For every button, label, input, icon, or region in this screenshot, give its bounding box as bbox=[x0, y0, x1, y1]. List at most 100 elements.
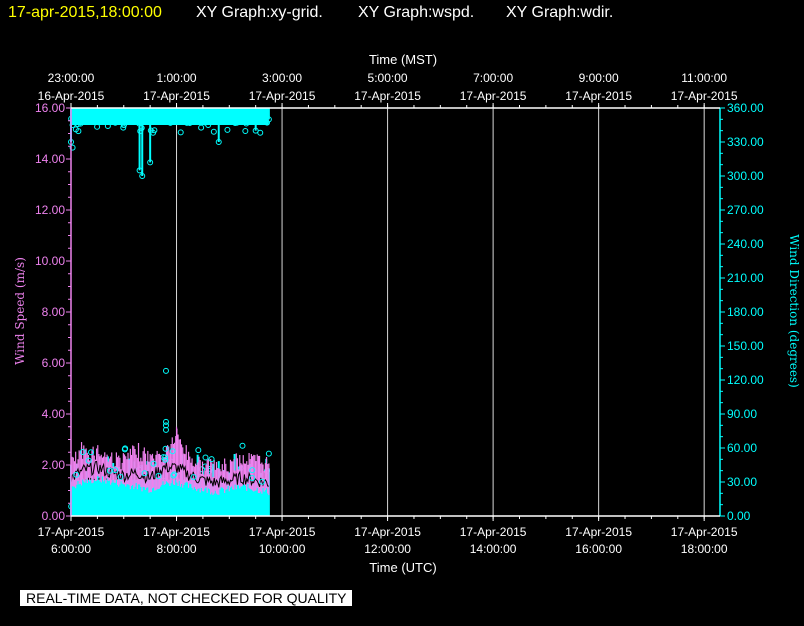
wdir-point bbox=[162, 456, 169, 463]
wdir-outlier bbox=[239, 442, 246, 449]
wdir-point bbox=[226, 112, 233, 119]
wdir-point bbox=[242, 114, 249, 121]
left-tick-label: 4.00 bbox=[42, 407, 66, 421]
bottom-tick-time: 14:00:00 bbox=[470, 542, 517, 556]
header-graph-wdir: XY Graph:wdir. bbox=[506, 4, 613, 21]
right-axis-title: Wind Direction (degrees) bbox=[787, 234, 801, 388]
wdir-point bbox=[107, 493, 114, 500]
wdir-point bbox=[146, 111, 153, 118]
wdir-outlier bbox=[162, 426, 169, 433]
wdir-point bbox=[157, 113, 164, 120]
left-tick-label: 14.00 bbox=[35, 152, 65, 166]
wdir-point bbox=[162, 114, 169, 121]
grid-lines bbox=[176, 108, 705, 516]
wdir-point bbox=[157, 492, 164, 499]
right-tick-label: 60.00 bbox=[727, 441, 757, 455]
wdir-point bbox=[194, 109, 201, 116]
wdir-point bbox=[89, 109, 96, 116]
wdir-point bbox=[184, 119, 191, 126]
wdir-point bbox=[177, 129, 184, 136]
wdir-point bbox=[98, 114, 105, 121]
wdir-point bbox=[189, 114, 196, 121]
wdir-point bbox=[232, 119, 239, 126]
left-tick-label: 2.00 bbox=[42, 458, 66, 472]
wdir-point bbox=[154, 118, 161, 125]
bottom-tick-time: 16:00:00 bbox=[575, 542, 622, 556]
wdir-point bbox=[202, 454, 209, 461]
top-axis-title: Time (MST) bbox=[369, 52, 437, 67]
wdir-point bbox=[218, 501, 225, 508]
top-tick-time: 1:00:00 bbox=[157, 71, 197, 85]
bottom-tick-time: 8:00:00 bbox=[157, 542, 197, 556]
bottom-tick-date: 17-Apr-2015 bbox=[460, 525, 527, 539]
top-tick-date: 17-Apr-2015 bbox=[354, 89, 421, 103]
right-tick-label: 330.00 bbox=[727, 135, 764, 149]
wdir-point bbox=[128, 109, 135, 116]
wdir-point bbox=[198, 118, 205, 125]
quality-disclaimer: REAL-TIME DATA, NOT CHECKED FOR QUALITY bbox=[20, 590, 353, 606]
top-tick-time: 11:00:00 bbox=[681, 71, 727, 85]
top-tick-time: 3:00:00 bbox=[262, 71, 302, 85]
wdir-point bbox=[168, 116, 175, 123]
wdir-point bbox=[107, 117, 114, 124]
wdir-point bbox=[169, 448, 176, 455]
wdir-point bbox=[249, 467, 256, 474]
wdir-point bbox=[121, 121, 128, 128]
wdir-point bbox=[243, 120, 250, 127]
wdir-point bbox=[208, 456, 215, 463]
wdir-point bbox=[79, 448, 86, 455]
right-tick-label: 360.00 bbox=[727, 101, 764, 115]
wdir-point bbox=[177, 492, 184, 499]
top-tick-date: 17-Apr-2015 bbox=[143, 89, 210, 103]
wdir-point bbox=[117, 473, 124, 480]
wdir-point bbox=[113, 499, 120, 506]
top-tick-date: 17-Apr-2015 bbox=[460, 89, 527, 103]
wdir-point bbox=[106, 467, 113, 474]
right-tick-label: 30.00 bbox=[727, 475, 757, 489]
wdir-outlier bbox=[265, 450, 272, 457]
right-tick-label: 120.00 bbox=[727, 373, 764, 387]
right-tick-label: 90.00 bbox=[727, 407, 757, 421]
bottom-tick-date: 17-Apr-2015 bbox=[249, 525, 316, 539]
bottom-tick-date: 17-Apr-2015 bbox=[565, 525, 632, 539]
wdir-point bbox=[99, 110, 106, 117]
wdir-point bbox=[162, 445, 169, 452]
wdir-point bbox=[221, 118, 228, 125]
wdir-point bbox=[190, 474, 197, 481]
tick-labels: 0.00 2.00 4.00 6.00 8.00 10.00 12.00 14.00 16.00… bbox=[35, 71, 764, 556]
wdir-point bbox=[150, 460, 157, 467]
right-tick-label: 240.00 bbox=[727, 237, 764, 251]
right-tick-label: 180.00 bbox=[727, 305, 764, 319]
wdir-point bbox=[74, 498, 81, 505]
wdir-point bbox=[232, 503, 239, 510]
top-tick-time: 5:00:00 bbox=[368, 71, 408, 85]
wdir-point bbox=[215, 139, 222, 145]
wdir-point bbox=[151, 127, 158, 134]
wdir-point bbox=[184, 111, 191, 118]
wdir-point bbox=[83, 114, 90, 121]
left-axis-title: Wind Speed (m/s) bbox=[13, 257, 27, 365]
top-tick-date: 16-Apr-2015 bbox=[38, 89, 105, 103]
wdir-point bbox=[184, 501, 191, 508]
wdir-outlier bbox=[162, 418, 169, 425]
wdir-point bbox=[139, 173, 146, 179]
wdir-point bbox=[147, 159, 154, 166]
wdir-point bbox=[242, 128, 249, 135]
wdir-point bbox=[186, 490, 193, 497]
wdir-point bbox=[242, 504, 249, 511]
wdir-point bbox=[247, 117, 254, 124]
wdir-point bbox=[98, 499, 105, 506]
right-tick-label: 270.00 bbox=[727, 203, 764, 217]
wdir-point bbox=[73, 471, 80, 478]
bottom-tick-date: 17-Apr-2015 bbox=[671, 525, 738, 539]
wdir-point bbox=[85, 457, 92, 464]
wdir-point bbox=[137, 128, 144, 135]
wdir-point bbox=[259, 478, 266, 485]
wdir-point bbox=[104, 114, 111, 121]
wdir-point bbox=[257, 491, 264, 498]
wdir-point bbox=[113, 111, 120, 118]
top-tick-time: 9:00:00 bbox=[579, 71, 619, 85]
wdir-point bbox=[94, 123, 101, 130]
wdir-point bbox=[104, 505, 111, 512]
